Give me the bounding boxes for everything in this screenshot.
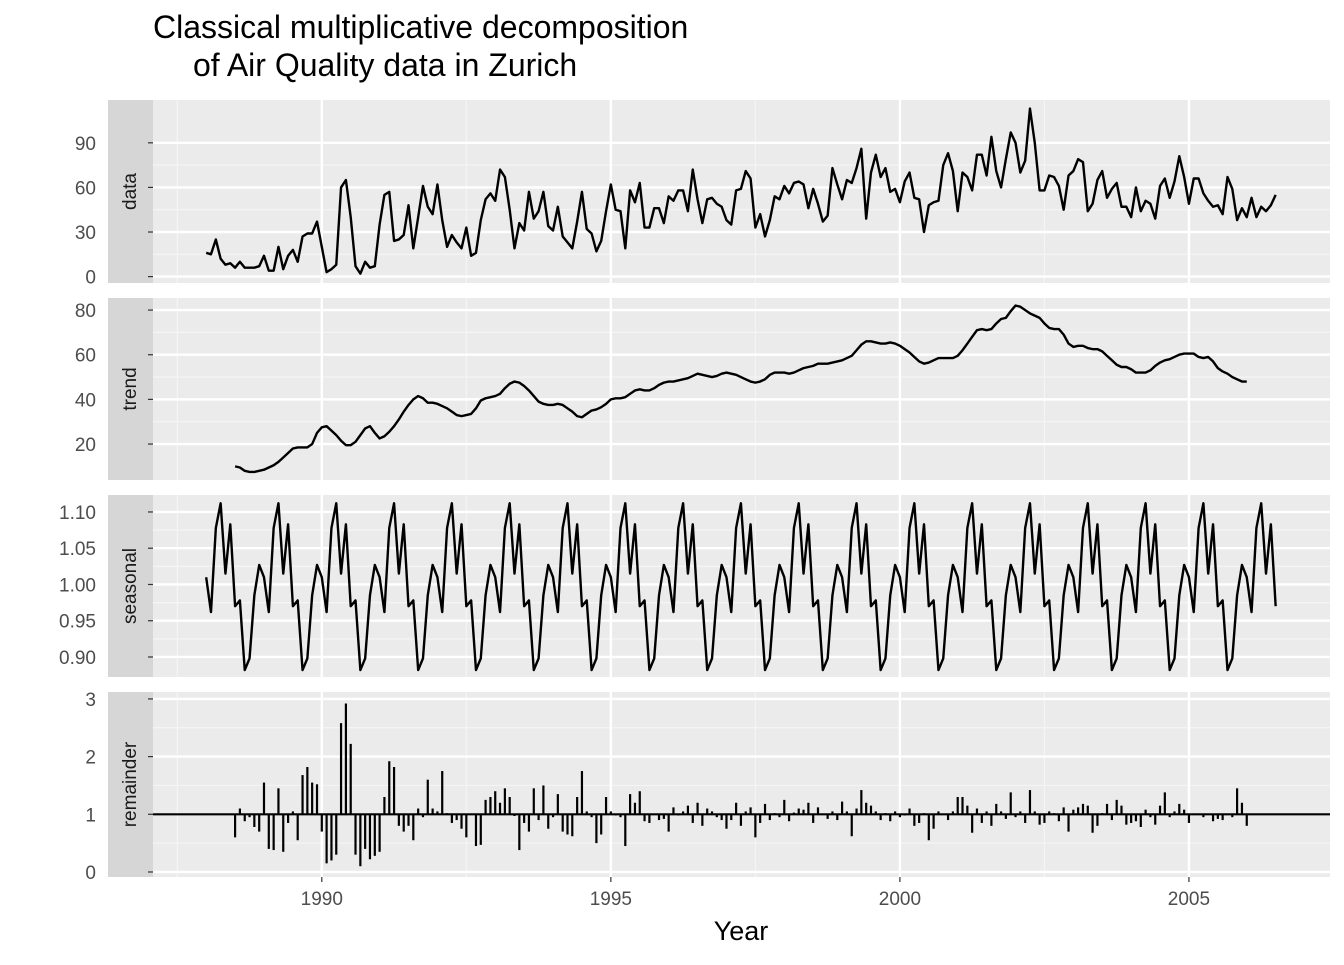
y-tick-label: 60 — [75, 346, 96, 367]
y-tick-label: 1.10 — [59, 503, 96, 524]
chart-title: Classical multiplicative decomposition — [153, 9, 688, 45]
x-tick-label: 2005 — [1168, 889, 1210, 910]
x-axis-title: Year — [714, 916, 769, 946]
y-tick-label: 1.00 — [59, 575, 96, 596]
strip — [108, 692, 153, 877]
x-tick-label: 1990 — [301, 889, 343, 910]
y-tick-label: 2 — [85, 748, 96, 769]
panel-background — [153, 100, 1330, 283]
y-tick-label: 40 — [75, 390, 96, 411]
y-tick-label: 1 — [85, 805, 96, 826]
strip-label: trend — [120, 367, 141, 410]
strip-label: remainder — [120, 741, 141, 827]
y-tick-label: 60 — [75, 178, 96, 199]
x-tick-label: 2000 — [879, 889, 921, 910]
panel-background — [153, 692, 1330, 877]
strip-label: data — [120, 173, 141, 210]
y-tick-label: 0 — [85, 268, 96, 289]
line — [234, 304, 1247, 474]
strip-label: seasonal — [120, 548, 141, 624]
strip — [108, 298, 153, 480]
line — [205, 107, 1277, 275]
x-tick-label: 1995 — [590, 889, 632, 910]
y-tick-label: 30 — [75, 223, 96, 244]
strip — [108, 495, 153, 677]
y-tick-label: 20 — [75, 435, 96, 456]
line — [204, 502, 1277, 672]
y-tick-label: 0.90 — [59, 648, 96, 669]
y-tick-label: 0.95 — [59, 612, 96, 633]
y-tick-label: 3 — [85, 690, 96, 711]
y-tick-label: 1.05 — [59, 539, 96, 560]
y-tick-label: 80 — [75, 301, 96, 322]
y-tick-label: 90 — [75, 134, 96, 155]
strip — [108, 100, 153, 283]
chart-title: of Air Quality data in Zurich — [193, 47, 577, 83]
panel-background — [153, 298, 1330, 480]
y-tick-label: 0 — [85, 863, 96, 884]
